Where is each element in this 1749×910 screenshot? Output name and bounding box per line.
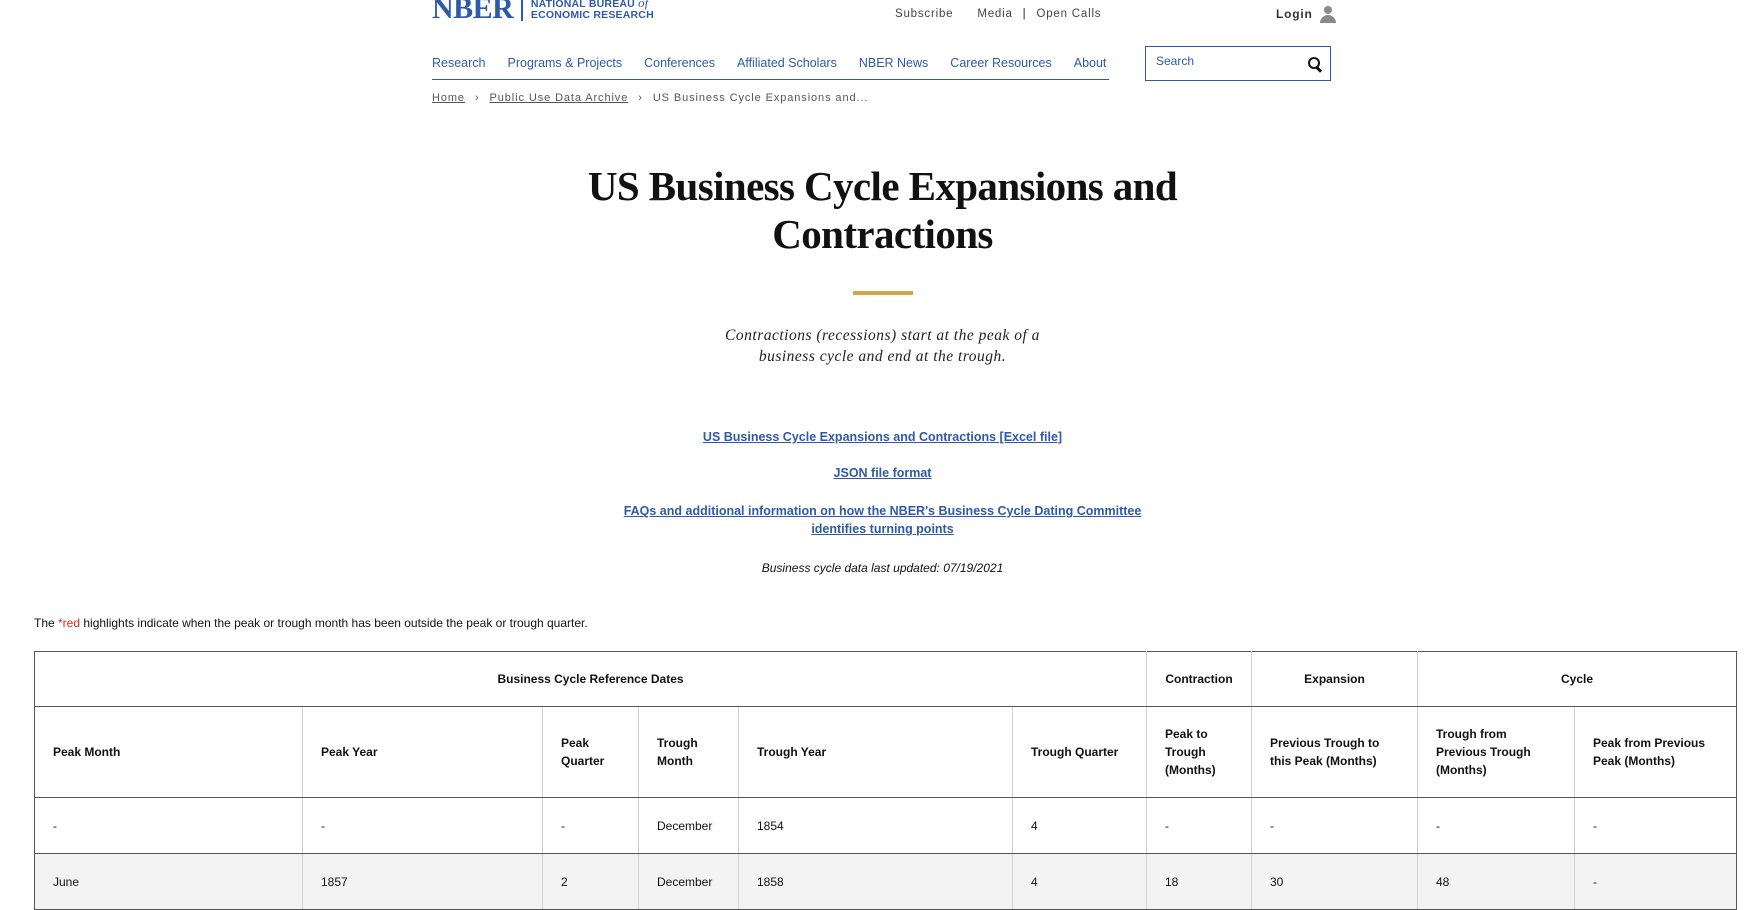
table-cell: - — [1417, 797, 1575, 854]
table-cell: 4 — [1012, 853, 1147, 910]
breadcrumb: Home › Public Use Data Archive › US Busi… — [432, 92, 868, 104]
col-peak-from-previous-peak: Peak from Previous Peak (Months) — [1574, 706, 1737, 798]
main-nav: Research Programs & Projects Conferences… — [432, 56, 1109, 80]
col-peak-quarter: Peak Quarter — [542, 706, 639, 798]
table-cell: 1857 — [302, 853, 543, 910]
table-column-header: Peak Month Peak Year Peak Quarter Trough… — [34, 706, 1737, 798]
col-peak-to-trough: Peak to Trough (Months) — [1146, 706, 1252, 798]
login-button[interactable]: Login — [1276, 6, 1336, 23]
nav-item-conferences[interactable]: Conferences — [644, 56, 715, 70]
table-cell: - — [1574, 797, 1737, 854]
table-cell: - — [34, 797, 303, 854]
table-cell: - — [1251, 797, 1418, 854]
business-cycle-table: Business Cycle Reference Dates Contracti… — [34, 651, 1737, 910]
table-cell: - — [542, 797, 639, 854]
login-label: Login — [1276, 7, 1313, 21]
red-highlight-note: The *red highlights indicate when the pe… — [34, 616, 588, 630]
faq-link[interactable]: FAQs and additional information on how t… — [623, 504, 1142, 536]
table-cell: 1858 — [738, 853, 1013, 910]
col-peak-year: Peak Year — [302, 706, 543, 798]
table-cell: December — [638, 853, 739, 910]
table-cell: 2 — [542, 853, 639, 910]
group-reference-dates: Business Cycle Reference Dates — [34, 651, 1147, 707]
chevron-right-icon: › — [638, 92, 643, 104]
faq-link-row: FAQs and additional information on how t… — [0, 502, 1749, 538]
breadcrumb-current: US Business Cycle Expansions and... — [652, 92, 869, 104]
table-cell: 48 — [1417, 853, 1575, 910]
table-cell: - — [1574, 853, 1737, 910]
search-input[interactable] — [1156, 54, 1296, 68]
col-trough-year: Trough Year — [738, 706, 1013, 798]
table-cell: December — [638, 797, 739, 854]
red-marker: *red — [58, 616, 81, 630]
logo-wordmark: NBER — [432, 0, 514, 25]
col-trough-month: Trough Month — [638, 706, 739, 798]
col-trough-quarter: Trough Quarter — [1012, 706, 1147, 798]
nav-item-nber-news[interactable]: NBER News — [858, 56, 929, 70]
page-subtitle: Contractions (recessions) start at the p… — [725, 327, 1040, 365]
table-group-header: Business Cycle Reference Dates Contracti… — [34, 651, 1737, 707]
table-cell: - — [1146, 797, 1252, 854]
col-peak-month: Peak Month — [34, 706, 303, 798]
user-icon — [1319, 6, 1336, 23]
table-cell: June — [34, 853, 303, 910]
json-file-link[interactable]: JSON file format — [833, 466, 932, 480]
utility-nav: Subscribe Media | Open Calls — [895, 8, 1101, 20]
nav-item-career-resources[interactable]: Career Resources — [950, 56, 1052, 70]
group-contraction: Contraction — [1146, 651, 1252, 707]
utility-separator: | — [1022, 8, 1027, 20]
page-title: US Business Cycle Expansions and Contrac… — [587, 163, 1178, 257]
chevron-right-icon: › — [474, 92, 480, 104]
logo-subtitle: NATIONAL BUREAU of ECONOMIC RESEARCH — [530, 0, 654, 21]
table-cell: 30 — [1251, 853, 1418, 910]
col-previous-trough-to-peak: Previous Trough to this Peak (Months) — [1251, 706, 1418, 798]
json-link-row: JSON file format — [0, 466, 1749, 480]
search-box — [1145, 46, 1331, 81]
last-updated-text: Business cycle data last updated: 07/19/… — [761, 561, 1004, 575]
logo-divider — [521, 0, 523, 21]
nav-item-programs-projects[interactable]: Programs & Projects — [507, 56, 623, 70]
nber-logo[interactable]: NBER NATIONAL BUREAU of ECONOMIC RESEARC… — [432, 0, 654, 24]
col-trough-from-previous-trough: Trough from Previous Trough (Months) — [1417, 706, 1575, 798]
table-row: - - - December 1854 4 - - - - — [34, 797, 1737, 854]
group-expansion: Expansion — [1251, 651, 1418, 707]
breadcrumb-home[interactable]: Home — [432, 92, 465, 104]
nav-item-about[interactable]: About — [1073, 56, 1107, 70]
excel-file-link[interactable]: US Business Cycle Expansions and Contrac… — [702, 430, 1063, 444]
breadcrumb-public-use-data-archive[interactable]: Public Use Data Archive — [489, 92, 629, 104]
subscribe-link[interactable]: Subscribe — [895, 8, 954, 20]
table-row: June 1857 2 December 1858 4 18 30 48 - — [34, 853, 1737, 910]
nav-item-affiliated-scholars[interactable]: Affiliated Scholars — [737, 56, 837, 70]
media-link[interactable]: Media — [977, 8, 1013, 20]
group-cycle: Cycle — [1417, 651, 1737, 707]
table-cell: 4 — [1012, 797, 1147, 854]
excel-link-row: US Business Cycle Expansions and Contrac… — [0, 430, 1749, 444]
table-cell: 1854 — [738, 797, 1013, 854]
open-calls-link[interactable]: Open Calls — [1036, 8, 1102, 20]
nav-item-research[interactable]: Research — [432, 56, 486, 70]
table-cell: - — [302, 797, 543, 854]
search-icon[interactable] — [1308, 57, 1323, 73]
title-divider — [853, 291, 913, 295]
table-cell: 18 — [1146, 853, 1252, 910]
